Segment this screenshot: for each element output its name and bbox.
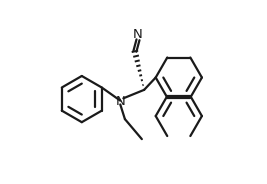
Text: N: N: [115, 95, 125, 108]
Text: N: N: [133, 28, 143, 41]
